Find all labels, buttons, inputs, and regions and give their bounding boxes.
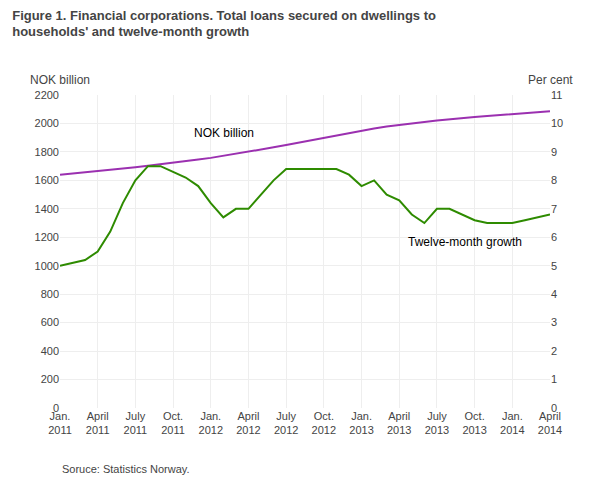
svg-text:April2014: April2014	[538, 410, 562, 436]
svg-text:1000: 1000	[35, 260, 59, 272]
svg-text:Jan.2014: Jan.2014	[500, 410, 524, 436]
svg-text:1600: 1600	[35, 174, 59, 186]
svg-text:2: 2	[551, 345, 557, 357]
svg-text:2000: 2000	[35, 117, 59, 129]
svg-text:July2012: July2012	[274, 410, 298, 436]
svg-text:8: 8	[551, 174, 557, 186]
svg-text:5: 5	[551, 260, 557, 272]
svg-text:Jan.2011: Jan.2011	[48, 410, 72, 436]
svg-text:April2013: April2013	[387, 410, 411, 436]
svg-text:800: 800	[41, 288, 59, 300]
svg-text:3: 3	[551, 316, 557, 328]
svg-text:0: 0	[53, 402, 59, 414]
svg-text:April2011: April2011	[86, 410, 110, 436]
svg-text:July2013: July2013	[425, 410, 449, 436]
svg-text:11: 11	[551, 89, 562, 101]
svg-text:Soruce: Statistics Norway.: Soruce: Statistics Norway.	[62, 463, 190, 475]
svg-text:Oct.2012: Oct.2012	[312, 410, 336, 436]
svg-text:Jan.2013: Jan.2013	[349, 410, 373, 436]
svg-text:9: 9	[551, 146, 557, 158]
svg-text:2200: 2200	[35, 89, 59, 101]
svg-text:400: 400	[41, 345, 59, 357]
svg-text:1: 1	[551, 373, 557, 385]
svg-text:NOK billion: NOK billion	[30, 73, 90, 87]
svg-text:6: 6	[551, 231, 557, 243]
svg-text:Oct.2011: Oct.2011	[161, 410, 185, 436]
svg-text:1800: 1800	[35, 146, 59, 158]
svg-text:4: 4	[551, 288, 557, 300]
svg-text:0: 0	[551, 402, 557, 414]
svg-text:200: 200	[41, 373, 59, 385]
svg-text:Jan.2012: Jan.2012	[199, 410, 223, 436]
svg-text:600: 600	[41, 316, 59, 328]
svg-text:April2012: April2012	[236, 410, 260, 436]
svg-text:NOK billion: NOK billion	[194, 126, 254, 140]
svg-text:Oct.2013: Oct.2013	[462, 410, 486, 436]
svg-text:1400: 1400	[35, 203, 59, 215]
svg-text:10: 10	[551, 117, 563, 129]
svg-text:Twelve-month growth: Twelve-month growth	[408, 235, 522, 249]
svg-text:Figure 1. Financial corporatio: Figure 1. Financial corporations. Total …	[12, 8, 436, 40]
svg-text:Per cent: Per cent	[528, 73, 573, 87]
svg-text:1200: 1200	[35, 231, 59, 243]
svg-text:7: 7	[551, 203, 557, 215]
svg-text:July2011: July2011	[124, 410, 148, 436]
